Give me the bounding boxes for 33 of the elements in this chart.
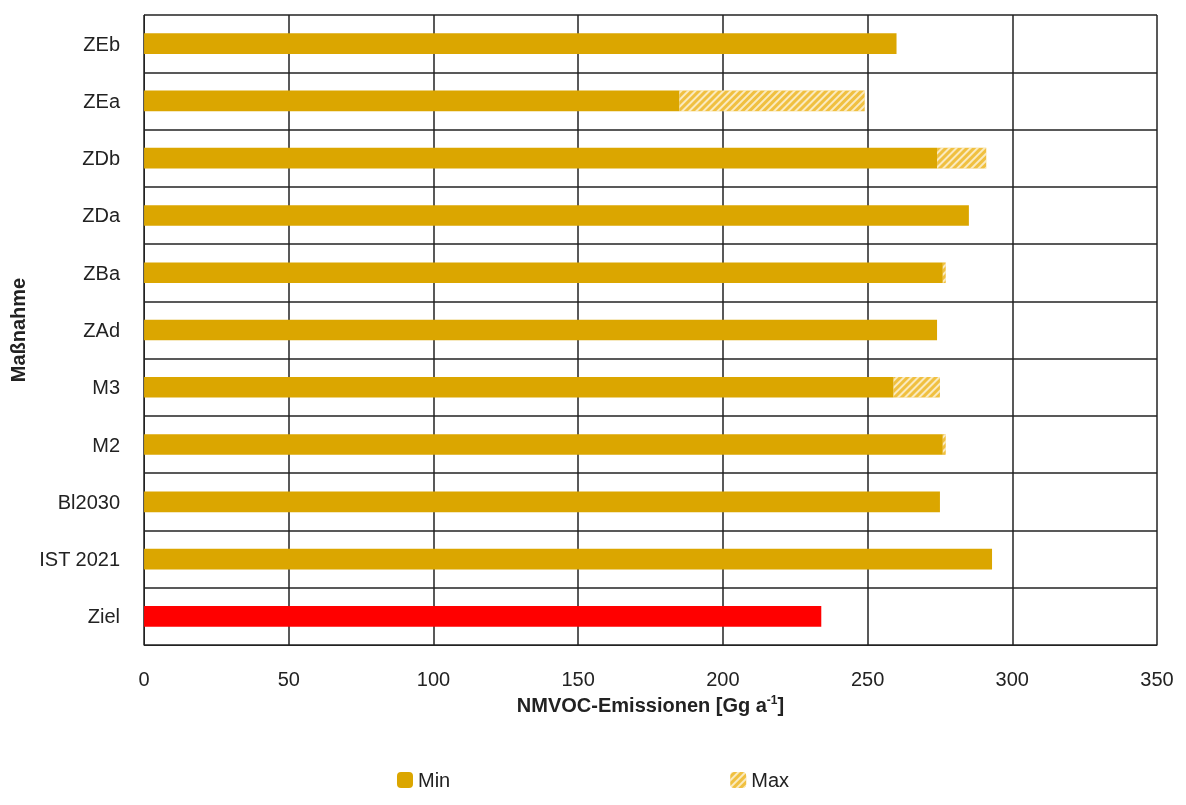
y-tick-label: IST 2021: [39, 548, 121, 571]
y-tick-label: M3: [92, 376, 121, 399]
y-tick-label: Ziel: [87, 605, 121, 628]
legend-label: Max: [751, 769, 790, 791]
bar: [144, 147, 938, 169]
x-tick-label: 250: [850, 668, 885, 690]
x-tick-label: 150: [561, 668, 595, 690]
bar: [144, 90, 680, 112]
bar: [144, 205, 969, 226]
y-tick-label: ZDa: [82, 204, 121, 227]
bar: [144, 606, 822, 627]
x-tick-label: 50: [277, 668, 300, 690]
y-tick-label: M2: [92, 433, 121, 456]
bar: [144, 376, 894, 398]
bar: [144, 319, 938, 341]
y-tick-label: ZAd: [83, 319, 121, 341]
bar: [144, 33, 897, 54]
x-tick-label: 300: [995, 668, 1029, 690]
legend-label: Min: [418, 769, 451, 791]
x-tick-label: 200: [706, 668, 740, 690]
x-tick-label: 350: [1140, 668, 1174, 690]
y-tick-label: ZEa: [83, 89, 121, 112]
y-tick-label: ZEb: [83, 32, 121, 55]
bar: [144, 548, 993, 570]
bar: [144, 262, 943, 284]
bar: [144, 434, 943, 455]
y-axis-title: Maßnahme: [7, 277, 29, 383]
y-tick-label: ZDb: [82, 147, 121, 170]
x-tick-label: 100: [416, 668, 451, 690]
x-tick-label: 0: [138, 668, 150, 690]
y-tick-label: ZBa: [83, 261, 121, 284]
bar: [144, 491, 940, 513]
y-tick-label: Bl2030: [57, 490, 121, 513]
